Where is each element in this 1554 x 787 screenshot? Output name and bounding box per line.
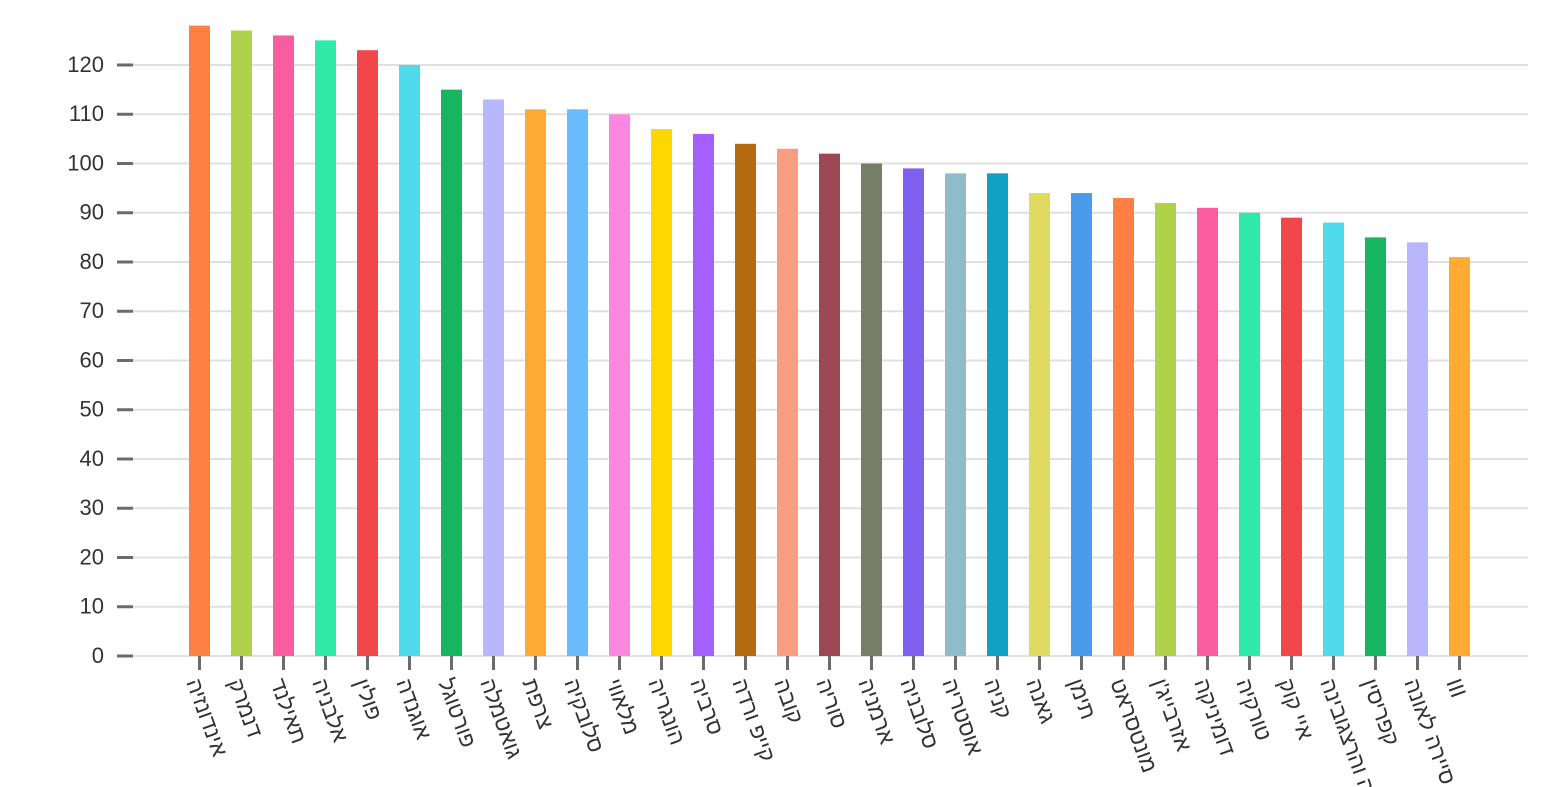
x-tick-label: גאנה: [1021, 675, 1060, 726]
x-tick-label: הונגריה: [643, 675, 690, 748]
bars: [189, 25, 1470, 657]
bar: [399, 65, 420, 656]
bar: [483, 99, 504, 657]
x-tick-label: טורקיה: [1231, 675, 1276, 744]
bar: [1071, 193, 1092, 657]
y-tick-label: 0: [92, 643, 104, 668]
bar: [1365, 237, 1386, 656]
bar: [1323, 222, 1344, 656]
x-tick-label: מלאווי: [601, 675, 644, 738]
bar: [1113, 197, 1134, 656]
bar: [1449, 257, 1470, 656]
x-tick-label: קפריסין: [1357, 675, 1404, 749]
x-tick-label: קובה: [769, 675, 808, 727]
bar: [651, 129, 672, 656]
x-tick-label: פולין: [349, 675, 387, 723]
bar: [1281, 217, 1302, 657]
x-tick-label: תאילנד: [265, 675, 311, 747]
bar: [987, 173, 1008, 656]
bar: [819, 153, 840, 656]
x-tick-label: אזרבייג'ן: [1147, 675, 1196, 755]
y-tick-label: 120: [67, 52, 104, 77]
bar: [441, 89, 462, 656]
x-tick-label: איי קוק: [1273, 675, 1318, 743]
bar: [567, 109, 588, 656]
bar: [861, 163, 882, 656]
bar: [231, 30, 252, 656]
x-tick-label: תימן: [1063, 675, 1101, 722]
bar: [357, 50, 378, 657]
x-tick-label: דנמרק: [223, 675, 267, 741]
y-tick-label: 50: [80, 397, 104, 422]
y-tick-label: 20: [80, 544, 104, 569]
bar: [945, 173, 966, 656]
x-tick-label: אוסטריה: [937, 675, 988, 758]
x-tick-label: סוריה: [811, 675, 852, 732]
bar: [735, 143, 756, 657]
y-tick-label: 40: [80, 446, 104, 471]
y-tick-label: 10: [80, 594, 104, 619]
bar: [273, 35, 294, 656]
x-tick-label: סרביה: [685, 675, 728, 738]
y-tick-label: 30: [80, 495, 104, 520]
bar: [1029, 193, 1050, 657]
x-tick-label: דומיניקה: [1189, 675, 1240, 759]
x-tick-label: אוגנדה: [391, 675, 436, 743]
bar: [693, 133, 714, 656]
bar: [1407, 242, 1428, 657]
y-tick-label: 70: [80, 298, 104, 323]
bar: [189, 25, 210, 657]
y-tick-label: 90: [80, 200, 104, 225]
y-tick-label: 110: [69, 101, 104, 126]
x-tick-label: סלובקיה: [559, 675, 609, 756]
y-tick-label: 100: [67, 150, 104, 175]
x-tick-label: III: [1441, 675, 1471, 701]
y-axis: 0 10 20 30 40 50 60 70 80 90 100 110 120: [67, 52, 133, 668]
bar: [1239, 212, 1260, 656]
x-tick-label: אלבניה: [307, 675, 353, 745]
bar: [1197, 207, 1218, 656]
y-tick-label: 80: [80, 249, 104, 274]
y-tick-label: 60: [80, 347, 104, 372]
x-tick-label: פורטוגל: [433, 675, 481, 751]
x-tick-label: קניה: [979, 675, 1016, 722]
x-tick-label: ארמניה: [853, 675, 900, 747]
bar: [777, 148, 798, 656]
bar: [1155, 202, 1176, 656]
x-tick-label: סלובניה: [895, 675, 943, 752]
x-tick-label: צרפת: [517, 675, 558, 732]
bar: [903, 168, 924, 657]
bar: [315, 40, 336, 656]
bar: [525, 109, 546, 656]
bar: [609, 114, 630, 656]
